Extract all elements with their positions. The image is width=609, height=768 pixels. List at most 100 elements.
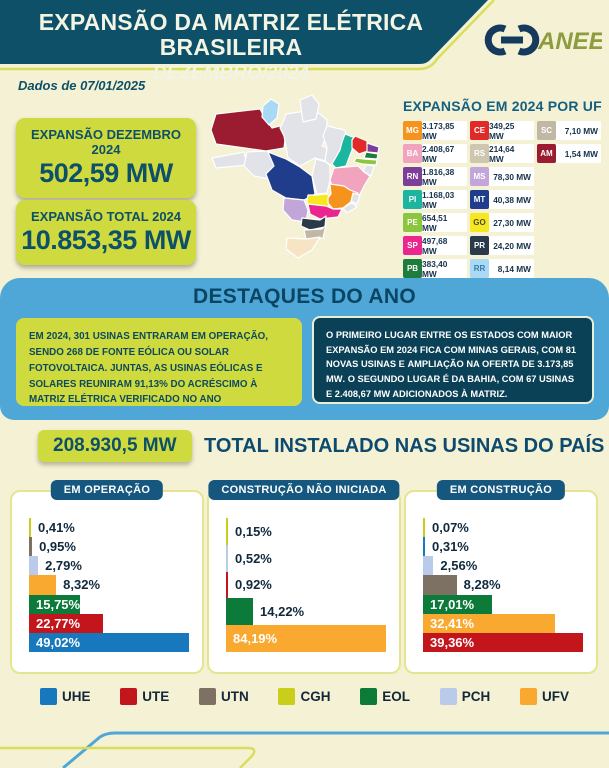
bar-label: 32,41% [430,615,475,631]
bar-row-eol: 17,01% [423,594,583,614]
uf-badge: MT [470,190,489,209]
bar-row-pch: 2,79% [29,556,189,576]
highlights-title: DESTAQUES DO ANO [193,285,416,308]
aneel-logo-icon: ANEEL [484,24,609,56]
bar-label: 49,02% [36,634,81,650]
svg-text:ANEEL: ANEEL [537,28,602,55]
uf-badge: AM [537,144,556,163]
uf-row-ba: BA 2.408,67 MW [403,144,467,164]
uf-row-pb: PB 383,40 MW [403,259,467,279]
uf-row-mg: MG 3.173,85 MW [403,121,467,141]
bar-ufv: 84,19% [226,625,386,652]
uf-row-ce: CE 349,25 MW [470,121,534,141]
bar-ute: 22,77% [29,613,104,633]
stat-box-total-expansion: EXPANSÃO TOTAL 2024 10.853,35 MW [16,200,196,265]
uf-row-am: AM 1,54 MW [537,144,601,163]
legend-swatch [120,688,138,705]
bar-uhe: 49,02% [29,632,189,652]
brazil-states-map [210,94,380,259]
bar-row-ute: 0,92% [226,571,386,599]
uf-row-rn: RN 1.816,38 MW [403,167,467,187]
legend-label: PCH [461,689,491,704]
map-state-es [350,192,361,205]
source-type-legend: UHE UTE UTN CGH EOL PCH UFV [0,688,609,705]
bar-label: 39,36% [430,634,475,650]
bar-row-ute: 39,36% [423,632,583,652]
uf-badge: BA [403,144,422,163]
uf-row-pi: PI 1.168,03 MW [403,190,467,210]
uf-badge: RS [470,144,489,163]
highlight-box-operations: EM 2024, 301 USINAS ENTRARAM EM OPERAÇÃO… [16,318,302,406]
uf-value: 1.816,38 MW [422,167,467,187]
uf-badge: SC [537,121,556,140]
map-state-alse [362,164,375,177]
chart-card-in-operation: EM OPERAÇÃO 0,41% 0,95% 2,79% 8,32% 15,75% 22… [10,480,204,674]
legend-swatch [360,688,378,705]
legend-label: UHE [62,689,91,704]
uf-value: 349,25 MW [489,121,534,141]
bar-row-ufv: 84,19% [226,625,386,652]
uf-row-sc: SC 7,10 MW [537,121,601,140]
bar-label: 8,28% [463,577,501,593]
legend-item-ute: UTE [120,688,169,705]
total-installed-badge: 208.930,5 MW [38,430,192,462]
uf-value: 654,51 MW [422,213,467,233]
legend-label: UTN [220,689,249,704]
chart-title-pill: EM OPERAÇÃO [50,480,164,500]
map-state-ap [299,94,320,123]
stat-label: EXPANSÃO TOTAL 2024 [30,209,182,224]
bar-pch [226,544,228,572]
stat-box-december-expansion: EXPANSÃO DEZEMBRO 2024 502,59 MW [16,118,196,198]
bar-row-cgh: 0,07% [423,518,583,538]
bar-row-ufv: 8,32% [29,575,189,595]
map-state-ce [351,135,369,155]
bar-row-pch: 0,52% [226,544,386,572]
bar-chart: 0,07% 0,31% 2,56% 8,28% 17,01% 32,41% 39,36% [423,518,583,652]
map-state-rj [342,202,358,214]
uf-row-sp: SP 497,68 MW [403,236,467,256]
uf-badge: PI [403,190,422,209]
bar-row-eol: 14,22% [226,598,386,626]
uf-row-mt: MT 40,38 MW [470,190,534,209]
uf-row-rr: RR 8,14 MW [470,259,534,278]
uf-value: 7,10 MW [556,121,601,140]
bar-uhe [423,537,425,557]
uf-badge: PB [403,259,422,278]
bar-label: 2,79% [45,558,82,574]
uf-badge: RR [470,259,489,278]
bar-label: 0,07% [432,520,469,536]
legend-item-ufv: UFV [519,688,569,705]
uf-badge: CE [470,121,489,140]
uf-table-column: CE 349,25 MW RS 214,64 MW MS 78,30 MW MT 40,38 … [470,121,534,278]
uf-badge: MS [470,167,489,186]
uf-row-ms: MS 78,30 MW [470,167,534,186]
bar-utn [29,537,33,557]
bar-label: 0,92% [235,577,272,593]
bar-label: 0,52% [235,550,272,566]
legend-swatch [40,688,57,705]
total-installed-label: TOTAL INSTALADO NAS USINAS DO PAÍS [204,435,605,457]
page-title: EXPANSÃO DA MATRIZ ELÉTRICA BRASILEIRA [38,9,424,61]
bar-chart: 0,15% 0,52% 0,92% 14,22% 84,19% [226,518,386,652]
legend-item-cgh: CGH [278,688,330,705]
stat-label: EXPANSÃO DEZEMBRO 2024 [31,127,181,157]
uf-badge: PR [470,236,489,255]
bar-row-uhe: 0,31% [423,537,583,557]
uf-badge: GO [470,213,489,232]
bar-row-utn: 0,95% [29,537,189,557]
bar-ufv: 32,41% [423,613,555,633]
legend-item-utn: UTN [198,688,249,705]
header-banner-shape [0,0,495,71]
bar-label: 0,41% [38,520,75,536]
uf-value: 3.173,85 MW [422,121,467,141]
legend-swatch [198,688,216,705]
legend-label: UFV [541,689,569,704]
bar-ute [226,571,228,599]
uf-table: MG 3.173,85 MW BA 2.408,67 MW RN 1.816,38 MW P… [403,121,603,279]
map-state-pb [363,151,379,160]
uf-value: 24,20 MW [489,236,534,255]
bar-ute: 39,36% [423,632,583,652]
bar-label: 84,19% [233,631,278,647]
legend-swatch [519,688,537,705]
